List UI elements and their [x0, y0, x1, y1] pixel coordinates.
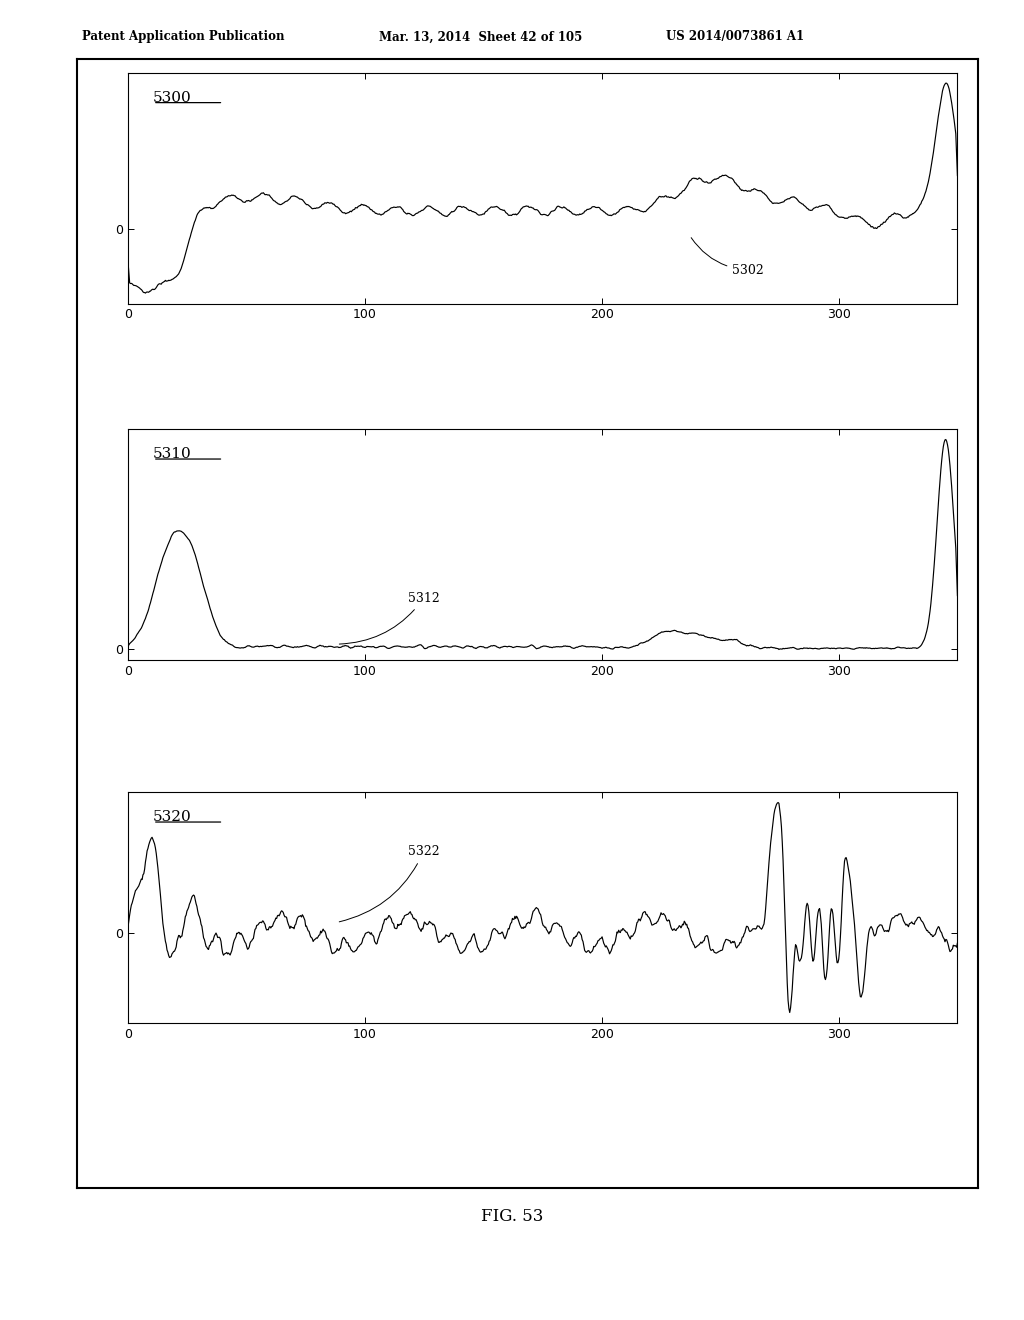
Text: Mar. 13, 2014  Sheet 42 of 105: Mar. 13, 2014 Sheet 42 of 105	[379, 30, 582, 44]
Text: 5322: 5322	[339, 845, 439, 921]
Text: 5320: 5320	[153, 810, 191, 825]
Text: 5310: 5310	[153, 447, 191, 462]
Text: US 2014/0073861 A1: US 2014/0073861 A1	[666, 30, 804, 44]
Text: Patent Application Publication: Patent Application Publication	[82, 30, 285, 44]
Text: 5302: 5302	[691, 238, 764, 277]
Text: 5300: 5300	[153, 91, 191, 106]
Text: 5312: 5312	[339, 591, 439, 644]
Text: FIG. 53: FIG. 53	[481, 1208, 543, 1225]
